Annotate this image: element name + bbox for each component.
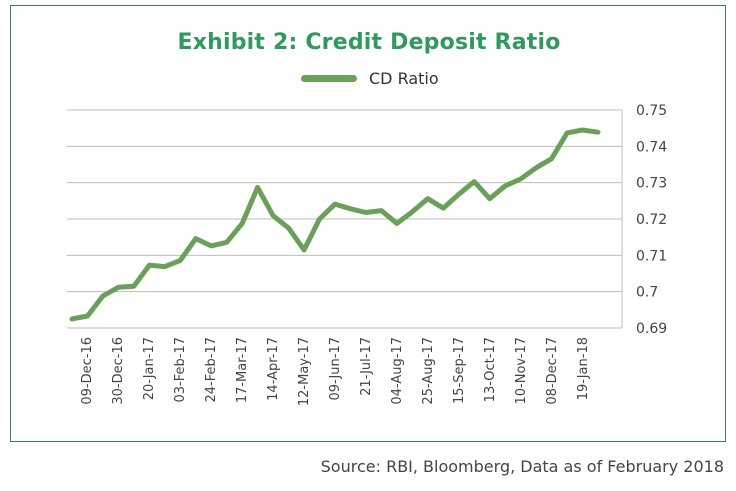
- x-tick-label: 24-Feb-17: [204, 337, 219, 402]
- x-tick-label: 17-Mar-17: [235, 337, 250, 403]
- x-tick-label: 20-Jan-17: [142, 337, 157, 400]
- x-tick-label: 14-Apr-17: [266, 337, 281, 401]
- x-tick-label: 21-Jul-17: [359, 337, 374, 396]
- series-layer: [69, 127, 601, 322]
- source-note: Source: RBI, Bloomberg, Data as of Febru…: [320, 457, 724, 476]
- x-tick-label: 04-Aug-17: [390, 337, 405, 405]
- legend: CD Ratio: [301, 69, 439, 88]
- y-axis-ticks: 0.69 0.7 0.71 0.72 0.73 0.74 0.75: [636, 103, 667, 337]
- x-tick-label: 08-Dec-17: [545, 337, 560, 405]
- y-tick-label: 0.74: [636, 139, 667, 155]
- legend-swatch: [301, 75, 357, 82]
- y-tick-label: 0.69: [636, 321, 667, 337]
- x-tick-label: 03-Feb-17: [173, 337, 188, 402]
- grid-lines: [67, 109, 623, 329]
- x-axis-ticks: 09-Dec-16 30-Dec-16 20-Jan-17 03-Feb-17 24-F…: [80, 337, 591, 406]
- x-tick-label: 12-May-17: [297, 337, 312, 406]
- chart-frame: Exhibit 2: Credit Deposit Ratio CD Ratio: [10, 5, 726, 442]
- y-tick-label: 0.7: [636, 285, 658, 301]
- legend-label: CD Ratio: [369, 69, 439, 88]
- x-tick-label: 30-Dec-16: [111, 337, 126, 405]
- x-tick-label: 09-Jun-17: [328, 337, 343, 401]
- x-tick-label: 09-Dec-16: [80, 337, 95, 405]
- x-tick-label: 19-Jan-18: [576, 337, 591, 400]
- y-tick-label: 0.75: [636, 103, 667, 119]
- y-tick-label: 0.72: [636, 212, 667, 228]
- y-tick-label: 0.71: [636, 248, 667, 264]
- chart-title: Exhibit 2: Credit Deposit Ratio: [177, 30, 561, 55]
- x-tick-label: 10-Nov-17: [514, 337, 529, 405]
- x-tick-label: 25-Aug-17: [421, 337, 436, 405]
- y-tick-label: 0.73: [636, 176, 667, 192]
- x-tick-label: 15-Sep-17: [452, 337, 467, 404]
- x-tick-label: 13-Oct-17: [483, 337, 498, 402]
- series-line-cd-ratio: [69, 127, 601, 322]
